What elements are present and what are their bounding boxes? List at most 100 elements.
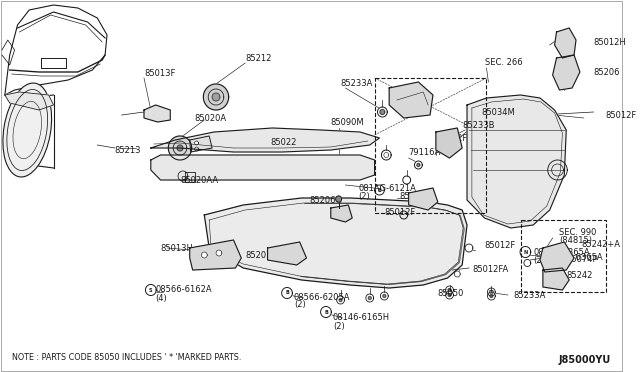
Polygon shape <box>380 109 385 115</box>
Polygon shape <box>409 188 438 210</box>
Text: 85233B: 85233B <box>462 121 495 129</box>
Polygon shape <box>189 136 212 152</box>
Polygon shape <box>488 292 495 300</box>
Text: 85074P: 85074P <box>566 256 598 264</box>
Polygon shape <box>380 292 388 300</box>
Ellipse shape <box>3 83 52 177</box>
Text: 85022: 85022 <box>271 138 297 147</box>
Text: B: B <box>378 187 381 192</box>
Polygon shape <box>383 295 386 298</box>
Polygon shape <box>553 55 580 90</box>
Text: S: S <box>149 288 152 292</box>
Polygon shape <box>445 286 453 294</box>
Polygon shape <box>445 291 453 299</box>
Polygon shape <box>177 145 183 151</box>
Text: 85020A: 85020A <box>195 113 227 122</box>
Polygon shape <box>543 268 569 290</box>
Polygon shape <box>195 141 198 145</box>
Text: NOTE : PARTS CODE 85050 INCLUDES ' * 'MARKED PARTS.: NOTE : PARTS CODE 85050 INCLUDES ' * 'MA… <box>12 353 241 362</box>
Polygon shape <box>331 205 352 222</box>
Polygon shape <box>282 288 292 298</box>
Polygon shape <box>524 260 531 266</box>
Polygon shape <box>204 198 467 288</box>
Text: 85012F: 85012F <box>436 134 467 142</box>
Text: 08146-6165H: 08146-6165H <box>333 314 390 323</box>
Polygon shape <box>366 294 374 302</box>
Text: 85012F: 85012F <box>605 110 636 119</box>
Bar <box>374 78 486 213</box>
Polygon shape <box>490 290 493 294</box>
Text: B: B <box>285 291 289 295</box>
Text: 85207: 85207 <box>245 250 272 260</box>
Polygon shape <box>465 244 473 252</box>
Text: (2): (2) <box>358 192 370 201</box>
Text: 85213: 85213 <box>115 145 141 154</box>
Text: 85206G: 85206G <box>309 196 342 205</box>
Polygon shape <box>436 128 462 158</box>
Text: (2): (2) <box>333 321 344 330</box>
Polygon shape <box>400 211 408 219</box>
Polygon shape <box>378 107 387 117</box>
Text: (2): (2) <box>547 262 559 270</box>
Text: J85000YU: J85000YU <box>559 355 611 365</box>
Text: 85020AA: 85020AA <box>180 176 218 185</box>
Text: 85013H: 85013H <box>161 244 193 253</box>
Polygon shape <box>454 271 460 277</box>
Text: 08566-6162A: 08566-6162A <box>156 285 212 295</box>
Text: 85206: 85206 <box>593 67 620 77</box>
Text: 85012FA: 85012FA <box>472 266 508 275</box>
Polygon shape <box>178 171 188 181</box>
Text: 85090M: 85090M <box>331 118 364 126</box>
Polygon shape <box>467 95 566 228</box>
Text: 85013F: 85013F <box>144 68 175 77</box>
Text: 85233A: 85233A <box>514 292 546 301</box>
Polygon shape <box>448 289 451 292</box>
Polygon shape <box>212 93 220 101</box>
Text: 08913-6365A: 08913-6365A <box>547 253 604 263</box>
Text: (2): (2) <box>294 301 305 310</box>
Polygon shape <box>5 92 54 110</box>
Polygon shape <box>189 240 241 270</box>
Polygon shape <box>185 172 195 182</box>
Text: 85013G: 85013G <box>399 192 432 201</box>
Text: (4): (4) <box>156 294 168 302</box>
Polygon shape <box>337 296 344 304</box>
Polygon shape <box>368 296 371 299</box>
Polygon shape <box>151 155 374 180</box>
Bar <box>520 220 606 292</box>
Text: 08913-6365A: 08913-6365A <box>533 247 590 257</box>
Text: 85012F: 85012F <box>484 241 516 250</box>
Polygon shape <box>216 250 222 256</box>
Text: 85012H: 85012H <box>593 38 627 46</box>
Polygon shape <box>151 128 380 152</box>
Polygon shape <box>335 196 342 202</box>
Text: 08566-6205A: 08566-6205A <box>294 292 350 301</box>
Polygon shape <box>168 136 191 160</box>
Polygon shape <box>202 252 207 258</box>
Polygon shape <box>268 242 307 265</box>
Polygon shape <box>415 161 422 169</box>
Text: (84815): (84815) <box>559 235 593 244</box>
Polygon shape <box>145 285 156 295</box>
Polygon shape <box>488 288 495 296</box>
Polygon shape <box>555 28 576 58</box>
Polygon shape <box>490 295 493 298</box>
Text: 081AG-6121A: 081AG-6121A <box>358 183 416 192</box>
Text: N: N <box>524 250 527 254</box>
Text: 85242+A: 85242+A <box>582 240 621 248</box>
Text: 85212: 85212 <box>245 54 271 62</box>
Text: (2): (2) <box>533 256 545 264</box>
Polygon shape <box>417 164 420 167</box>
Polygon shape <box>520 247 531 257</box>
Polygon shape <box>374 185 385 195</box>
Polygon shape <box>389 82 433 118</box>
Polygon shape <box>195 147 198 151</box>
Polygon shape <box>381 150 391 160</box>
Text: 85012F: 85012F <box>385 208 415 217</box>
Text: B: B <box>324 310 328 314</box>
Text: 85034M: 85034M <box>482 108 515 116</box>
Polygon shape <box>540 242 574 272</box>
Text: 85242: 85242 <box>566 270 593 279</box>
Polygon shape <box>321 307 332 317</box>
Polygon shape <box>204 84 228 110</box>
